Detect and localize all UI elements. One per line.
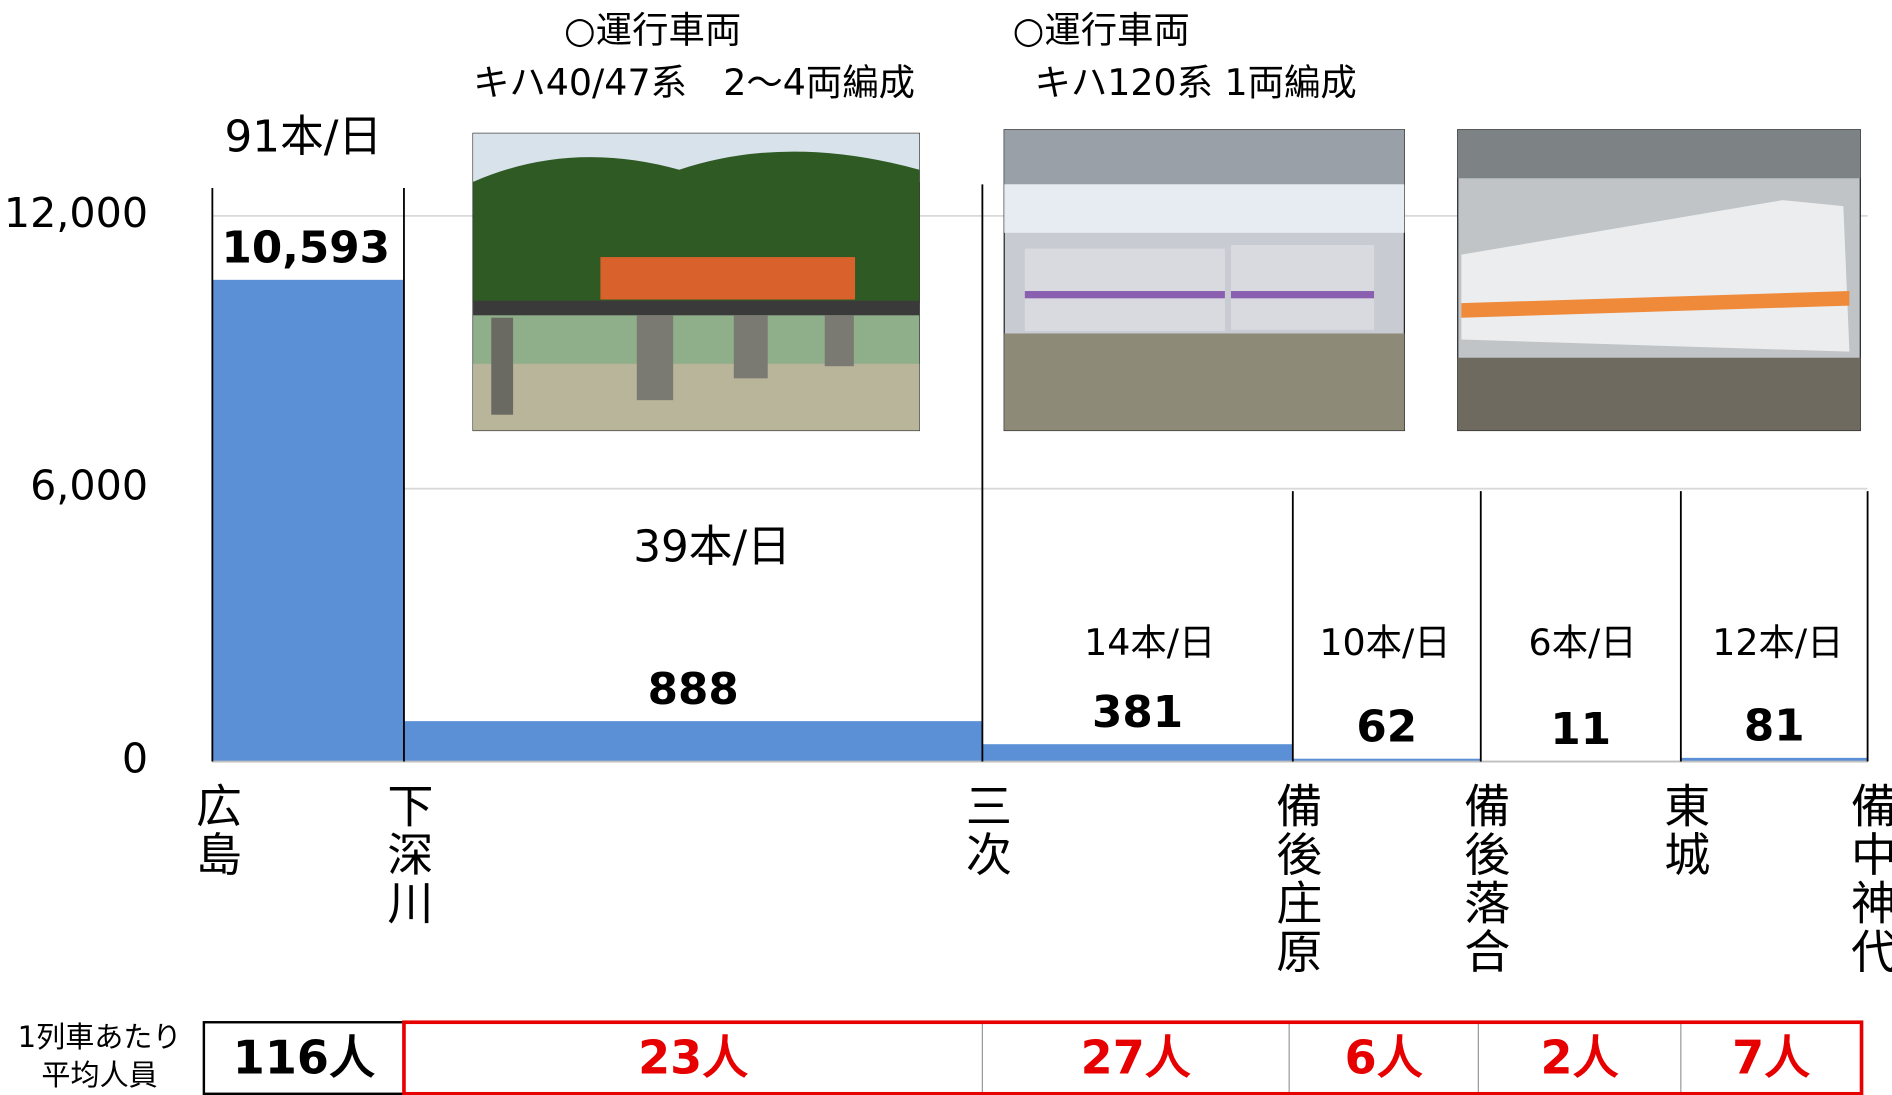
table-value: 116人 bbox=[233, 1031, 375, 1085]
table-value: 6人 bbox=[1345, 1031, 1423, 1085]
table-value: 2人 bbox=[1541, 1031, 1619, 1085]
bar bbox=[404, 721, 982, 761]
frequency-label: 39本/日 bbox=[633, 521, 791, 572]
station-label: 三次 bbox=[959, 782, 1013, 879]
frequency-label: 14本/日 bbox=[1084, 621, 1215, 664]
y-tick-label: 6,000 bbox=[30, 462, 148, 510]
station-label: 備後庄原 bbox=[1269, 782, 1323, 976]
frequency-label: 91本/日 bbox=[225, 111, 383, 162]
y-tick-label: 12,000 bbox=[4, 189, 148, 237]
photo-kiha120-pair bbox=[1004, 130, 1404, 431]
station-label: 東城 bbox=[1657, 782, 1711, 879]
y-tick-label: 0 bbox=[122, 735, 148, 783]
value-label: 11 bbox=[1550, 704, 1611, 755]
photo-kiha120 bbox=[1458, 130, 1861, 431]
table-value: 7人 bbox=[1732, 1031, 1810, 1085]
table-value: 23人 bbox=[638, 1031, 748, 1085]
photos bbox=[473, 130, 1860, 431]
station-label: 広島 bbox=[189, 782, 243, 879]
frequency-label: 6本/日 bbox=[1529, 621, 1637, 664]
table-title: 平均人員 bbox=[41, 1058, 157, 1092]
vehicle-model: キハ40/47系 2〜4両編成 bbox=[473, 61, 915, 104]
value-label: 10,593 bbox=[222, 223, 390, 274]
table-title: 1列車あたり bbox=[18, 1020, 182, 1054]
frequency-label: 10本/日 bbox=[1319, 621, 1450, 664]
station-label: 下深川 bbox=[380, 782, 434, 928]
vehicle-heading: ○運行車両 bbox=[1013, 9, 1190, 52]
frequency-label: 12本/日 bbox=[1712, 621, 1843, 664]
vehicle-model: キハ120系 1両編成 bbox=[1035, 61, 1357, 104]
chart: 0 6,000 12,000 bbox=[0, 0, 1892, 1095]
vehicle-heading: ○運行車両 bbox=[564, 9, 741, 52]
value-label: 81 bbox=[1744, 701, 1805, 752]
value-label: 62 bbox=[1356, 702, 1417, 753]
bar bbox=[212, 280, 404, 762]
value-label: 381 bbox=[1092, 687, 1183, 738]
bar bbox=[982, 744, 1292, 761]
station-label: 備後落合 bbox=[1457, 782, 1511, 976]
station-label: 備中神代 bbox=[1844, 782, 1892, 976]
photo-kiha40 bbox=[473, 133, 919, 430]
table-value: 27人 bbox=[1081, 1031, 1191, 1085]
value-label: 888 bbox=[648, 664, 739, 715]
